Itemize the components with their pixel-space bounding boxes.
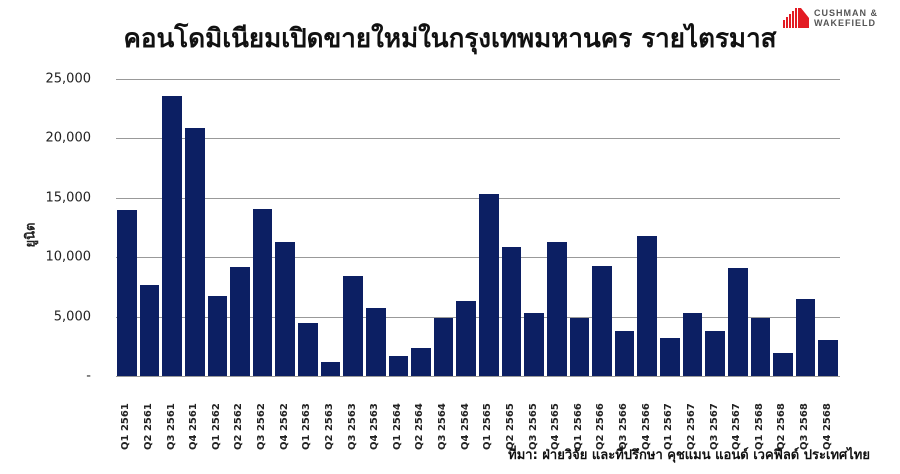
bar	[660, 337, 680, 376]
x-tick-label: Q3 2566	[618, 403, 630, 450]
bar	[569, 317, 590, 376]
bar	[592, 265, 612, 376]
x-tick-label: Q1 2568	[753, 403, 765, 450]
y-tick-label: 10,000	[45, 249, 92, 265]
y-tick-label: 15,000	[45, 190, 92, 206]
bar	[298, 322, 318, 376]
x-tick-label: Q2 2566	[595, 403, 607, 450]
x-tick-label: Q4 2561	[188, 403, 200, 450]
plot-area	[116, 79, 840, 376]
x-tick-label: Q1 2561	[120, 403, 132, 450]
bar	[184, 127, 205, 376]
x-tick-label: Q2 2561	[142, 403, 154, 450]
bar	[637, 235, 657, 376]
bar	[705, 330, 725, 376]
bar	[524, 313, 544, 376]
bar	[795, 298, 816, 376]
bar	[230, 266, 250, 376]
x-tick-label: Q3 2567	[708, 403, 720, 450]
x-tick-label: Q4 2566	[640, 403, 652, 450]
cushman-wakefield-logo: CUSHMAN & WAKEFIELD	[783, 8, 878, 28]
x-tick-label: Q4 2567	[731, 403, 743, 450]
x-tick-label: Q1 2563	[301, 403, 313, 450]
bar	[320, 361, 341, 376]
x-tick-label: Q2 2563	[323, 403, 335, 450]
bar	[388, 355, 409, 376]
bar	[117, 209, 137, 376]
bar	[614, 330, 635, 376]
bar	[682, 313, 703, 376]
bar	[456, 301, 476, 376]
gridline	[116, 138, 840, 140]
x-tick-label: Q3 2568	[799, 403, 811, 450]
bar	[727, 267, 748, 376]
x-tick-label: Q2 2564	[414, 403, 426, 450]
y-axis-label: ยูนิต	[23, 222, 39, 248]
x-tick-label: Q3 2563	[346, 403, 358, 450]
x-tick-label: Q3 2561	[165, 403, 177, 450]
x-tick-label: Q3 2564	[437, 403, 449, 450]
x-tick-label: Q2 2562	[233, 403, 245, 450]
x-tick-label: Q4 2562	[278, 403, 290, 450]
x-tick-label: Q1 2565	[482, 403, 494, 450]
x-tick-label: Q2 2565	[504, 403, 516, 450]
source-note: ที่มา: ฝ่ายวิจัย และที่ปรึกษา คุชแมน แอน…	[508, 448, 870, 463]
bar	[818, 340, 838, 376]
logo-line2: WAKEFIELD	[814, 18, 876, 28]
gridline	[116, 257, 840, 259]
x-tick-label: Q4 2565	[550, 403, 562, 450]
x-tick-label: Q3 2562	[256, 403, 268, 450]
x-tick-label: Q1 2567	[663, 403, 675, 450]
bar	[501, 246, 522, 376]
bar	[433, 317, 454, 376]
bar	[162, 95, 182, 376]
x-tick-label: Q2 2567	[685, 403, 697, 450]
bar	[365, 308, 386, 376]
chart-title: คอนโดมิเนียมเปิดขายใหม่ในกรุงเทพมหานคร ร…	[123, 24, 777, 54]
y-tick-label: 25,000	[45, 71, 92, 87]
x-tick-label: Q1 2562	[210, 403, 222, 450]
bar	[750, 317, 771, 376]
x-axis-line	[116, 376, 840, 377]
bar	[773, 353, 793, 376]
gridline	[116, 316, 840, 318]
x-tick-label: Q4 2563	[369, 403, 381, 450]
x-tick-label: Q1 2566	[572, 403, 584, 450]
bar	[343, 276, 363, 376]
y-tick-label: 20,000	[45, 130, 92, 146]
bar	[411, 347, 431, 376]
gridline	[116, 197, 840, 199]
x-tick-label: Q1 2564	[391, 403, 403, 450]
bar	[207, 296, 228, 376]
bar	[252, 208, 273, 376]
bar	[546, 241, 567, 376]
logo-line1: CUSHMAN &	[814, 8, 878, 18]
bar	[275, 241, 295, 376]
gridline	[116, 79, 840, 80]
y-tick-label: 5,000	[53, 309, 91, 325]
bar	[479, 194, 499, 376]
building-logo-icon	[783, 8, 809, 28]
y-tick-label: -	[86, 368, 91, 384]
x-tick-label: Q4 2568	[821, 403, 833, 450]
bar	[139, 284, 160, 376]
x-tick-label: Q3 2565	[527, 403, 539, 450]
x-tick-label: Q4 2564	[459, 403, 471, 450]
x-tick-label: Q2 2568	[776, 403, 788, 450]
